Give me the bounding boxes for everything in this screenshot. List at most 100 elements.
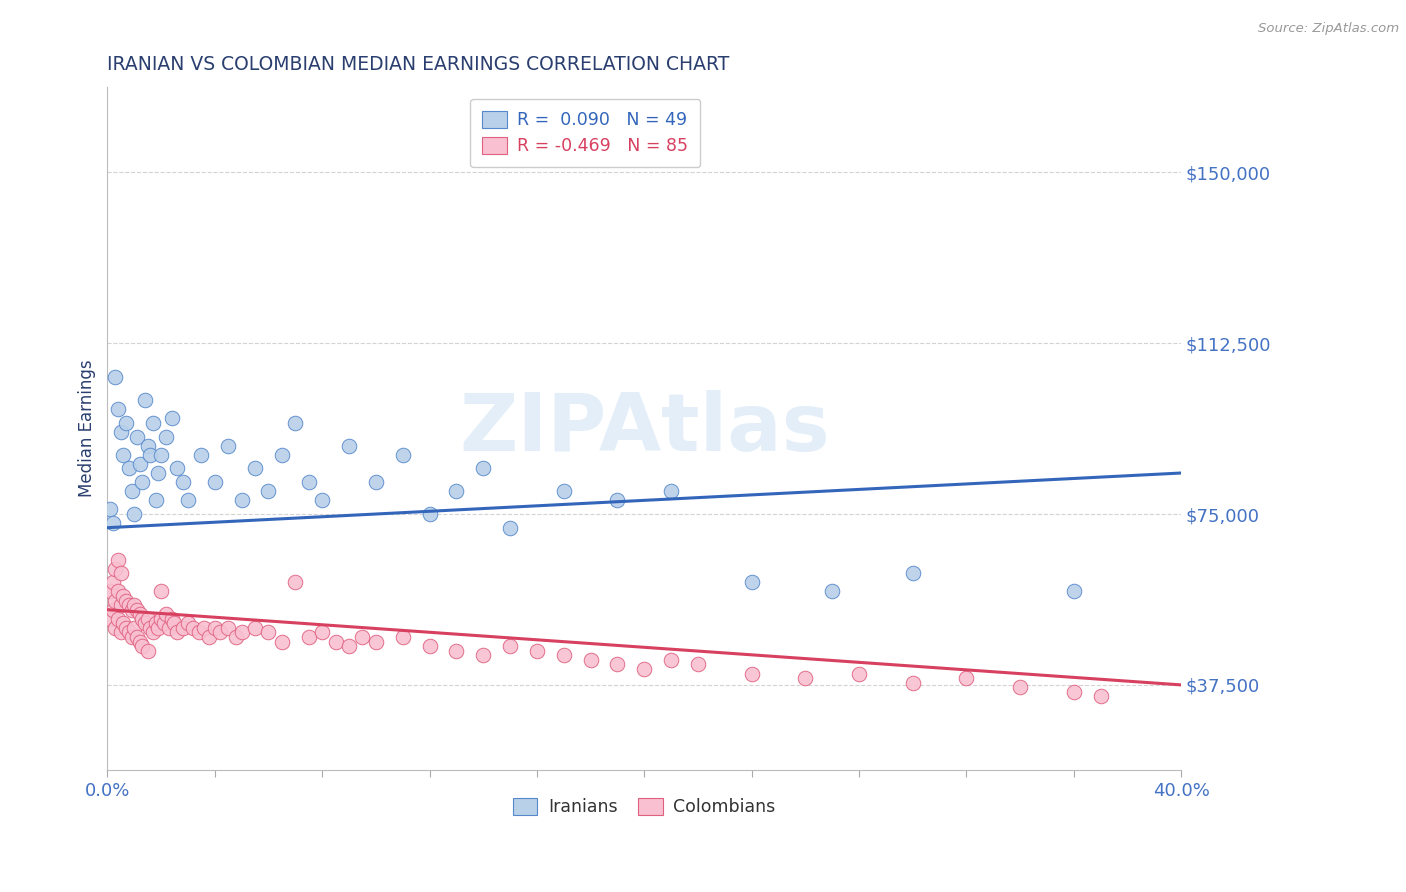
Point <box>257 625 280 640</box>
Point <box>848 666 870 681</box>
Text: Source: ZipAtlas.com: Source: ZipAtlas.com <box>1258 22 1399 36</box>
Text: IRANIAN VS COLOMBIAN MEDIAN EARNINGS CORRELATION CHART: IRANIAN VS COLOMBIAN MEDIAN EARNINGS COR… <box>107 55 730 74</box>
Point <box>150 584 173 599</box>
Point <box>98 584 121 599</box>
Point <box>128 457 150 471</box>
Point <box>166 625 188 640</box>
Point <box>325 634 347 648</box>
Point <box>125 630 148 644</box>
Point <box>125 603 148 617</box>
Point <box>118 461 141 475</box>
Point <box>104 370 127 384</box>
Point <box>187 625 209 640</box>
Point <box>391 448 413 462</box>
Point <box>115 593 138 607</box>
Point <box>118 598 141 612</box>
Point <box>134 393 156 408</box>
Point <box>112 448 135 462</box>
Point <box>298 630 321 644</box>
Point <box>136 439 159 453</box>
Point <box>337 639 360 653</box>
Point <box>101 575 124 590</box>
Point <box>122 507 145 521</box>
Point <box>686 657 709 672</box>
Point <box>231 625 253 640</box>
Point <box>257 484 280 499</box>
Point <box>284 575 307 590</box>
Point <box>391 630 413 644</box>
Point <box>364 634 387 648</box>
Point <box>225 630 247 644</box>
Point <box>172 621 194 635</box>
Point <box>121 603 143 617</box>
Point <box>131 612 153 626</box>
Point <box>125 429 148 443</box>
Point <box>472 461 495 475</box>
Point <box>606 657 628 672</box>
Point <box>107 552 129 566</box>
Point <box>115 416 138 430</box>
Point <box>112 616 135 631</box>
Point <box>741 666 763 681</box>
Point <box>284 416 307 430</box>
Point <box>446 644 468 658</box>
Point <box>150 612 173 626</box>
Point <box>217 621 239 635</box>
Point <box>270 448 292 462</box>
Point <box>110 425 132 439</box>
Point <box>142 625 165 640</box>
Point <box>190 448 212 462</box>
Point <box>193 621 215 635</box>
Point <box>163 616 186 631</box>
Point <box>499 521 522 535</box>
Point <box>110 566 132 581</box>
Point <box>418 639 440 653</box>
Point <box>204 621 226 635</box>
Point <box>181 621 204 635</box>
Point <box>606 493 628 508</box>
Point <box>145 493 167 508</box>
Point <box>157 621 180 635</box>
Point <box>104 593 127 607</box>
Point <box>101 603 124 617</box>
Point <box>122 621 145 635</box>
Point <box>128 607 150 622</box>
Point <box>311 625 333 640</box>
Point <box>418 507 440 521</box>
Point <box>136 644 159 658</box>
Point <box>177 493 200 508</box>
Point <box>110 598 132 612</box>
Point <box>741 575 763 590</box>
Point <box>553 484 575 499</box>
Point <box>177 616 200 631</box>
Point <box>121 484 143 499</box>
Point <box>659 484 682 499</box>
Point <box>128 634 150 648</box>
Point <box>231 493 253 508</box>
Point <box>150 448 173 462</box>
Point <box>821 584 844 599</box>
Point <box>98 502 121 516</box>
Point <box>115 621 138 635</box>
Point <box>472 648 495 663</box>
Point <box>148 466 170 480</box>
Point <box>499 639 522 653</box>
Point <box>110 625 132 640</box>
Point <box>166 461 188 475</box>
Point <box>526 644 548 658</box>
Point <box>243 621 266 635</box>
Point <box>243 461 266 475</box>
Point <box>553 648 575 663</box>
Point <box>1063 584 1085 599</box>
Point <box>794 671 817 685</box>
Point <box>155 429 177 443</box>
Point <box>139 621 162 635</box>
Point <box>204 475 226 489</box>
Point <box>142 416 165 430</box>
Point <box>659 653 682 667</box>
Point <box>118 625 141 640</box>
Y-axis label: Median Earnings: Median Earnings <box>79 359 96 498</box>
Point <box>112 589 135 603</box>
Point <box>446 484 468 499</box>
Point <box>270 634 292 648</box>
